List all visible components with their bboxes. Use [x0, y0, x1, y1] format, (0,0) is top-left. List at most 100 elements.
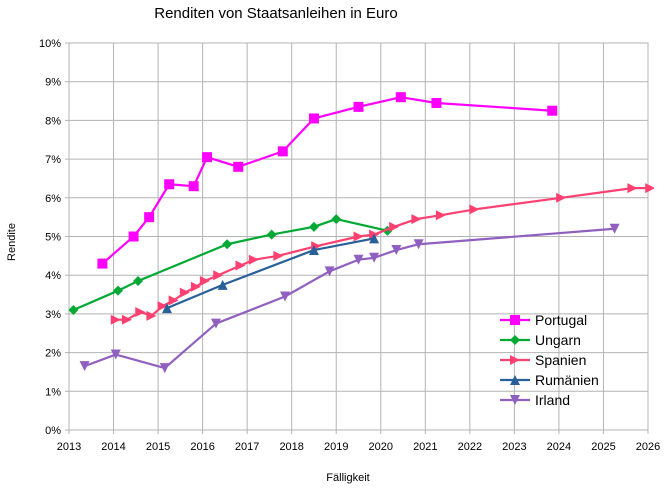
y-tick-label: 0% [45, 425, 61, 437]
data-point-spanien [168, 295, 179, 306]
data-point-rum-nien [308, 245, 319, 256]
data-point-portugal [188, 181, 199, 192]
legend-item-portugal: Portugal [500, 312, 587, 328]
data-point-irland [324, 266, 335, 277]
legend-item-spanien: Spanien [500, 352, 586, 368]
data-point-irland [369, 252, 380, 263]
x-axis-title: Fälligkeit [326, 472, 369, 484]
legend-marker-ungarn [510, 335, 520, 345]
legend-marker-portugal [510, 315, 520, 325]
legend-label-ungarn: Ungarn [535, 332, 581, 348]
data-point-portugal [128, 231, 139, 242]
data-point-portugal [97, 258, 108, 269]
data-point-irland [159, 363, 170, 374]
y-axis-title: Rendite [6, 223, 18, 261]
x-tick-label: 2015 [146, 441, 170, 453]
data-point-spanien [199, 276, 210, 287]
data-point-spanien [389, 221, 400, 232]
data-point-spanien [179, 287, 190, 298]
chart-title: Renditen von Staatsanleihen in Euro [154, 5, 398, 22]
x-tick-label: 2013 [57, 441, 81, 453]
data-point-spanien [235, 260, 246, 271]
series-layer [68, 92, 654, 374]
data-point-spanien [146, 310, 157, 321]
data-point-spanien [121, 314, 132, 325]
x-tick-label: 2026 [636, 441, 660, 453]
y-tick-label: 8% [45, 115, 61, 127]
y-tick-label: 10% [39, 38, 61, 50]
data-point-spanien [190, 281, 201, 292]
x-tick-label: 2023 [502, 441, 526, 453]
data-point-irland [280, 291, 291, 302]
legend-item-rum-nien: Rumänien [500, 372, 599, 388]
legend-label-irland: Irland [535, 392, 570, 408]
y-axis-ticks: 0% 1% 2% 3% 4% 5% 6% 7% 8% 9% 10% [39, 38, 61, 437]
legend-item-ungarn: Ungarn [500, 332, 581, 348]
y-tick-label: 3% [45, 309, 61, 321]
x-tick-label: 2020 [369, 441, 393, 453]
data-point-portugal [395, 92, 406, 103]
legend-marker-spanien [510, 355, 520, 365]
x-tick-label: 2021 [413, 441, 437, 453]
y-tick-label: 4% [45, 270, 61, 282]
x-tick-label: 2016 [190, 441, 214, 453]
data-point-spanien [645, 183, 654, 194]
y-tick-label: 2% [45, 348, 61, 360]
legend-label-portugal: Portugal [535, 312, 587, 328]
data-point-rum-nien [369, 233, 380, 244]
data-point-spanien [469, 204, 480, 215]
legend-marker-rum-nien [510, 375, 520, 385]
data-point-irland [353, 254, 364, 265]
legend-marker-irland [510, 395, 520, 405]
legend: Portugal Ungarn Spanien Rumänien Irland [500, 312, 599, 408]
data-point-portugal [308, 113, 319, 124]
y-tick-label: 7% [45, 154, 61, 166]
data-point-portugal [164, 179, 175, 190]
data-point-ungarn [308, 221, 319, 232]
data-point-portugal [353, 101, 364, 112]
data-point-spanien [353, 231, 364, 242]
x-tick-label: 2024 [547, 441, 571, 453]
data-point-spanien [213, 270, 224, 281]
data-point-spanien [411, 214, 422, 225]
data-point-irland [79, 361, 90, 372]
series-irland [79, 223, 620, 374]
legend-item-irland: Irland [500, 392, 570, 408]
data-point-spanien [248, 254, 259, 265]
y-tick-label: 5% [45, 232, 61, 244]
x-tick-label: 2018 [279, 441, 303, 453]
data-point-spanien [273, 250, 284, 261]
legend-label-rum-nien: Rumänien [535, 372, 599, 388]
data-point-spanien [157, 301, 168, 312]
data-point-irland [391, 245, 402, 256]
data-point-ungarn [133, 276, 144, 287]
data-point-portugal [202, 152, 213, 163]
x-tick-label: 2019 [324, 441, 348, 453]
legend-label-spanien: Spanien [535, 352, 586, 368]
x-tick-label: 2025 [591, 441, 615, 453]
data-point-irland [609, 223, 620, 234]
x-tick-label: 2022 [458, 441, 482, 453]
series-portugal [97, 92, 558, 269]
x-tick-label: 2014 [101, 441, 125, 453]
data-point-portugal [277, 146, 288, 157]
series-spanien [110, 183, 654, 325]
data-point-irland [110, 349, 121, 360]
data-point-irland [210, 318, 221, 329]
y-tick-label: 6% [45, 193, 61, 205]
data-point-spanien [627, 183, 638, 194]
data-point-portugal [547, 105, 558, 116]
y-tick-label: 9% [45, 77, 61, 89]
y-tick-label: 1% [45, 386, 61, 398]
data-point-ungarn [266, 229, 277, 240]
data-point-ungarn [68, 305, 79, 316]
data-point-spanien [435, 210, 446, 221]
data-point-rum-nien [161, 303, 172, 314]
series-rum-nien [161, 233, 380, 314]
data-point-ungarn [331, 214, 342, 225]
data-point-ungarn [222, 239, 233, 250]
data-point-rum-nien [217, 279, 228, 290]
data-point-portugal [144, 212, 155, 223]
